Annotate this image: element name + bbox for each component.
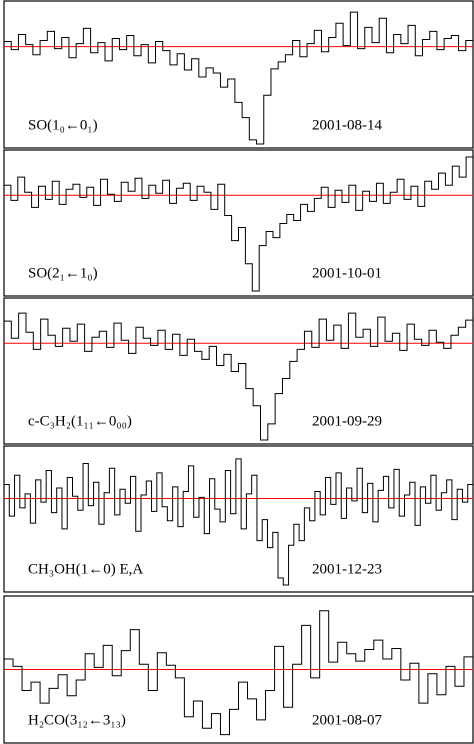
spectrum xyxy=(4,610,473,736)
line-label: SO(2₁←1₀) xyxy=(28,265,98,281)
date-label: 2001-08-07 xyxy=(312,712,382,728)
panel-frame xyxy=(3,297,474,445)
date-label: 2001-09-29 xyxy=(312,413,382,429)
line-label: c-C₃H₂(1₁₁←0₀₀) xyxy=(28,413,132,429)
panel-frame xyxy=(3,149,474,297)
spectrum xyxy=(4,312,473,441)
panel-frame xyxy=(3,445,474,593)
line-label: CH₃OH(1←0) E,A xyxy=(28,561,143,577)
date-label: 2001-10-01 xyxy=(312,265,382,281)
line-label: H₂CO(3₁₂←3₁₃) xyxy=(28,712,126,728)
date-label: 2001-12-23 xyxy=(312,561,382,577)
spectrum xyxy=(4,11,473,145)
line-label: SO(1₀←0₁) xyxy=(28,117,98,133)
spectrum xyxy=(4,458,473,586)
panel-frame xyxy=(3,0,474,149)
date-label: 2001-08-14 xyxy=(312,117,382,133)
spectrum xyxy=(4,156,473,292)
